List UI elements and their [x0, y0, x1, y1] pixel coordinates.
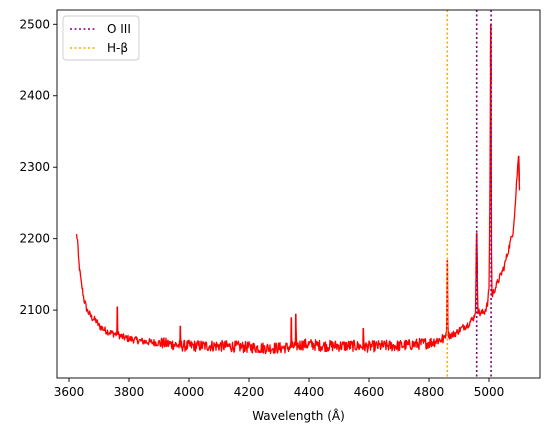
x-tick-label: 4600	[354, 385, 385, 399]
spectrum-peak	[116, 306, 119, 335]
legend: O III H-β	[62, 15, 140, 61]
spectrum-peak	[290, 317, 293, 348]
x-tick-label: 4200	[234, 385, 265, 399]
x-tick-label: 3600	[54, 385, 85, 399]
legend-box	[62, 15, 140, 61]
x-tick-label: 4800	[414, 385, 445, 399]
legend-label: H-β	[107, 41, 128, 55]
spectrum-peak	[362, 327, 365, 347]
x-tick-label: 3800	[114, 385, 145, 399]
y-tick-label: 2200	[19, 232, 50, 246]
x-tick-label: 4000	[174, 385, 205, 399]
spectrum-peak	[179, 325, 182, 346]
plot-content	[75, 10, 521, 378]
plot-frame	[56, 9, 541, 379]
x-tick-label: 5000	[474, 385, 505, 399]
y-tick-label: 2100	[19, 303, 50, 317]
y-tick-label: 2300	[19, 160, 50, 174]
spectrum-peak	[294, 313, 297, 346]
spectrum-peak	[517, 155, 521, 182]
y-tick-label: 2400	[19, 89, 50, 103]
legend-label: O III	[107, 22, 131, 36]
y-tick-label: 2500	[19, 17, 50, 31]
spectrum-peak	[446, 260, 449, 311]
spectrum-peak	[475, 232, 479, 275]
axes: 3600 3800 4000 4200 4400 4600 4800 5000 2100 2200…	[19, 9, 541, 399]
x-axis-label: Wavelength (Å)	[252, 408, 345, 423]
x-tick-label: 4400	[294, 385, 325, 399]
spectrum-series-line	[75, 61, 521, 355]
